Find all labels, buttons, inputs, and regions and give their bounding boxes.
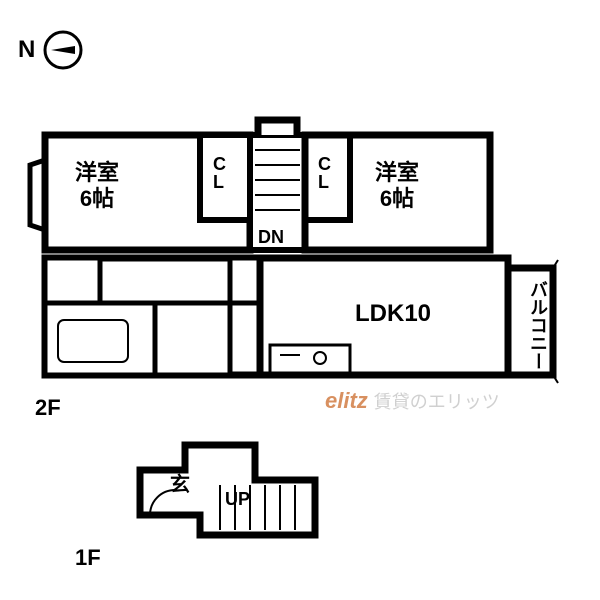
- balcony-label: バルコニー: [525, 280, 551, 370]
- closet-west-label: C L: [213, 155, 226, 191]
- closet-east-label: C L: [318, 155, 331, 191]
- stairs-up-label: UP: [225, 490, 250, 508]
- floorplan-2f: [0, 0, 600, 600]
- floor-2f-label: 2F: [35, 395, 61, 421]
- watermark-text: 賃貸のエリッツ: [374, 388, 500, 414]
- ldk-label: LDK10: [355, 300, 431, 329]
- watermark: elitz 賃貸のエリッツ: [325, 388, 500, 414]
- entrance-label: 玄: [170, 475, 190, 495]
- watermark-logo: elitz: [325, 388, 368, 414]
- floor-1f-label: 1F: [75, 545, 101, 571]
- stairs-dn-label: DN: [258, 228, 284, 246]
- west-room-label: 洋室 6帖: [75, 160, 119, 213]
- east-room-label: 洋室 6帖: [375, 160, 419, 213]
